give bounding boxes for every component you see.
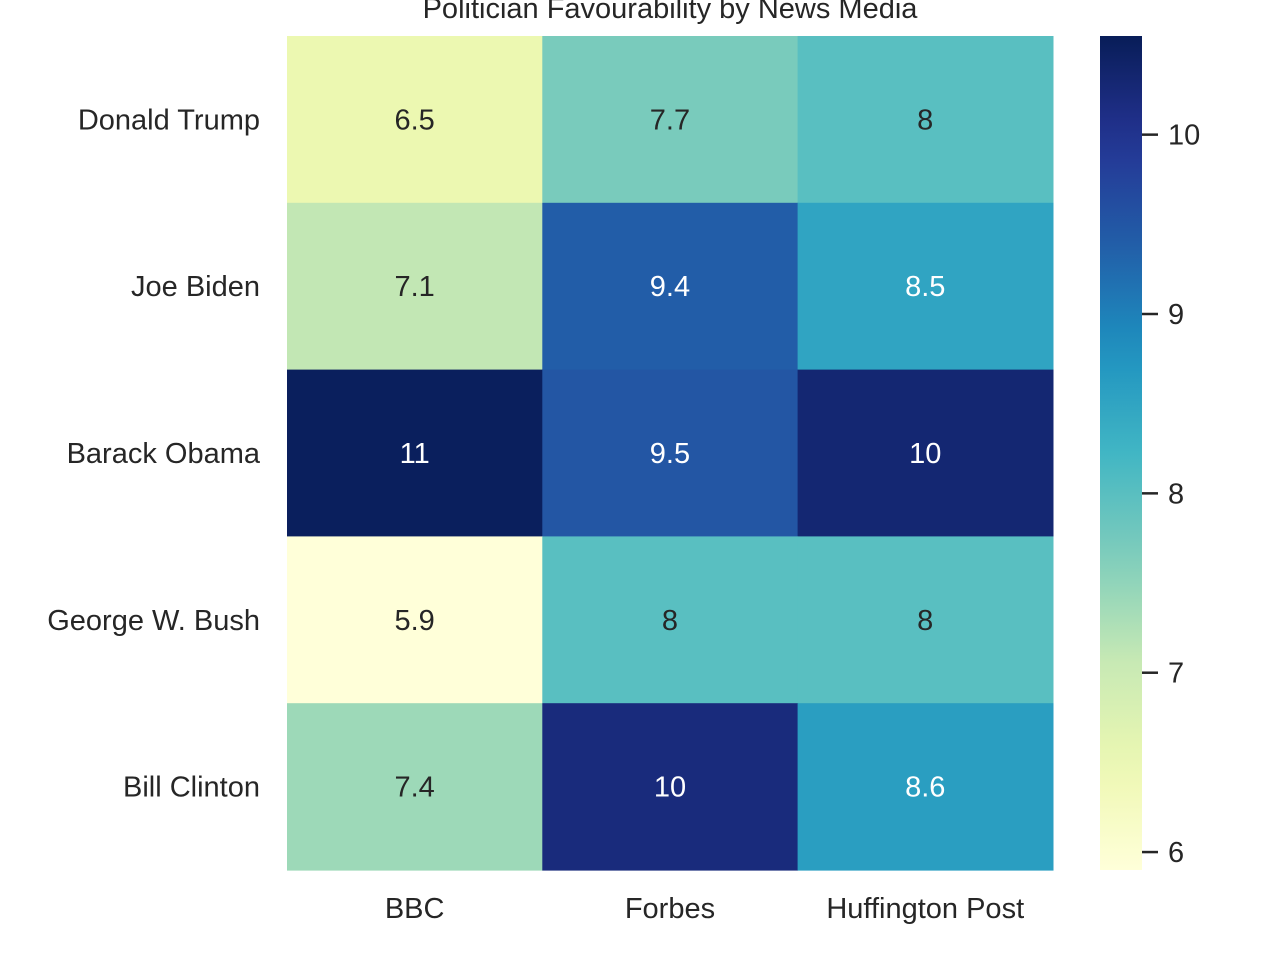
row-label: Bill Clinton bbox=[123, 772, 260, 804]
column-labels: BBC Forbes Huffington Post bbox=[385, 893, 1024, 925]
column-label: BBC bbox=[385, 893, 445, 925]
heatmap-cell bbox=[542, 36, 799, 204]
row-labels: Donald Trump Joe Biden Barack Obama George … bbox=[47, 104, 261, 803]
heatmap-cells: 6.5 7.7 8 7.1 9.4 8.5 11 9.5 10 5.9 8 8 7.4 10 8.6 bbox=[287, 36, 1054, 871]
heatmap-cell bbox=[797, 202, 1054, 371]
heatmap-cell bbox=[797, 369, 1054, 537]
row-label: Donald Trump bbox=[78, 104, 260, 136]
cell-value-label: 8.6 bbox=[905, 772, 945, 804]
heatmap-cell bbox=[287, 202, 543, 371]
colorbar-tick-label: 6 bbox=[1168, 837, 1184, 869]
cell-value-label: 10 bbox=[909, 438, 941, 470]
row-label: George W. Bush bbox=[47, 605, 260, 637]
row-label: Barack Obama bbox=[67, 438, 261, 470]
heatmap-cell bbox=[542, 703, 799, 871]
heatmap-cell bbox=[797, 703, 1054, 871]
cell-value-label: 11 bbox=[400, 438, 430, 470]
cell-value-label: 8.5 bbox=[905, 271, 945, 303]
column-label: Forbes bbox=[625, 893, 715, 925]
heatmap-cell bbox=[287, 703, 543, 871]
cell-value-label: 9.5 bbox=[650, 438, 690, 470]
heatmap-cell bbox=[797, 536, 1054, 704]
heatmap-cell bbox=[797, 36, 1054, 204]
cell-value-label: 7.4 bbox=[394, 772, 434, 804]
cell-value-label: 8 bbox=[917, 104, 933, 136]
heatmap-cell bbox=[542, 369, 799, 537]
heatmap-cell bbox=[287, 36, 543, 204]
heatmap-cell bbox=[287, 536, 543, 704]
cell-value-label: 10 bbox=[654, 772, 686, 804]
cell-value-label: 5.9 bbox=[394, 605, 434, 637]
colorbar-ticks: 6 7 8 9 10 bbox=[1142, 120, 1200, 869]
cell-value-label: 8 bbox=[917, 605, 933, 637]
cell-value-label: 6.5 bbox=[394, 104, 434, 136]
heatmap-cell bbox=[287, 369, 543, 537]
heatmap-cell bbox=[542, 202, 799, 371]
row-label: Joe Biden bbox=[131, 271, 260, 303]
colorbar: 6 7 8 9 10 bbox=[1100, 36, 1200, 870]
colorbar-bar bbox=[1100, 36, 1142, 870]
cell-value-label: 8 bbox=[662, 605, 678, 637]
chart-title: Politician Favourability by News Media bbox=[423, 0, 919, 25]
cell-value-label: 7.7 bbox=[650, 104, 690, 136]
colorbar-tick-label: 9 bbox=[1168, 299, 1184, 331]
cell-value-label: 9.4 bbox=[650, 271, 690, 303]
cell-value-label: 7.1 bbox=[394, 271, 434, 303]
colorbar-tick-label: 7 bbox=[1168, 658, 1184, 690]
colorbar-tick-label: 10 bbox=[1168, 120, 1200, 152]
colorbar-tick-label: 8 bbox=[1168, 478, 1184, 510]
column-label: Huffington Post bbox=[826, 893, 1024, 925]
heatmap-cell bbox=[542, 536, 799, 704]
